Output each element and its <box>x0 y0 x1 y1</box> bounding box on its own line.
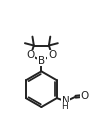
Text: H: H <box>61 102 68 111</box>
Text: O: O <box>48 50 56 60</box>
Text: O: O <box>80 91 89 101</box>
Text: O: O <box>26 50 35 60</box>
Text: N: N <box>62 96 70 106</box>
Text: B: B <box>38 56 45 66</box>
